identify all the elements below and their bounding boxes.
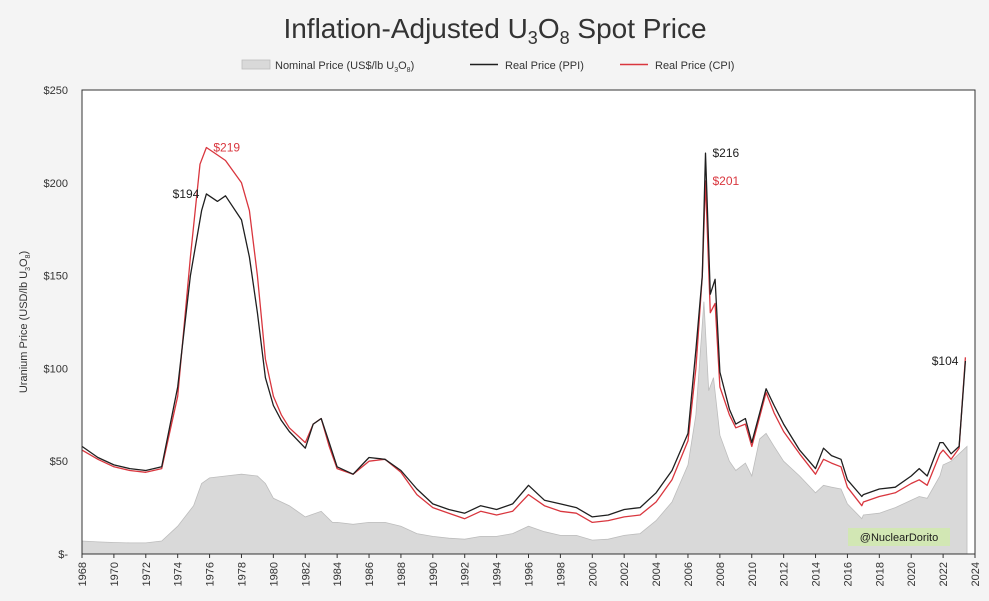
series-cpi-line: [81, 146, 967, 524]
x-tick-label: 2020: [906, 562, 918, 586]
legend-label-ppi: Real Price (PPI): [505, 60, 584, 72]
legend-item-nominal[interactable]: Nominal Price (US$/lb U3O8): [241, 59, 414, 74]
x-tick-label: 2022: [938, 562, 950, 586]
annotation-ppi-label: $104: [932, 354, 959, 368]
x-tick-label: 2010: [747, 562, 759, 586]
x-tick-label: 2006: [683, 562, 695, 586]
x-tick-label: 1996: [524, 562, 536, 586]
y-tick-label: $150: [44, 271, 68, 283]
y-tick-label: $250: [44, 85, 68, 97]
x-tick-label: 1980: [268, 562, 280, 586]
watermark-text: @NuclearDorito: [860, 532, 938, 544]
y-axis-label: Uranium Price (USD/lb U3O8): [18, 251, 32, 393]
x-tick-label: 1978: [236, 562, 248, 586]
plot-border: [81, 89, 976, 555]
x-tick-label: 2008: [715, 562, 727, 586]
x-tick-label: 1982: [300, 562, 312, 586]
series-nominal-area: [81, 301, 968, 555]
x-tick-label: 1970: [109, 562, 121, 586]
y-tick-label: $50: [50, 456, 68, 468]
watermark: @NuclearDorito: [848, 528, 950, 546]
annotation-ppi-label: $216: [713, 146, 740, 160]
x-tick-label: 1988: [396, 562, 408, 586]
y-tick-label: $200: [44, 178, 68, 190]
watermark-bg: [848, 528, 950, 546]
x-tick-label: 1972: [141, 562, 153, 586]
legend-label-cpi: Real Price (CPI): [655, 60, 734, 72]
x-tick-label: 2016: [842, 562, 854, 586]
legend-label-nominal: Nominal Price (US$/lb U3O8): [275, 60, 414, 74]
legend: Nominal Price (US$/lb U3O8) Real Price (…: [241, 59, 734, 74]
x-tick-label: 2000: [587, 562, 599, 586]
series-layer: [81, 146, 968, 555]
legend-item-ppi[interactable]: Real Price (PPI): [470, 60, 584, 72]
legend-item-cpi[interactable]: Real Price (CPI): [620, 60, 734, 72]
annotation-cpi-label: $201: [713, 174, 740, 188]
x-tick-label: 2002: [619, 562, 631, 586]
y-tick-label: $-: [58, 549, 68, 561]
series-ppi-line: [81, 152, 967, 518]
x-tick-label: 1974: [173, 562, 185, 586]
legend-swatch-nominal: [241, 59, 271, 70]
x-tick-label: 1994: [492, 562, 504, 586]
x-tick-label: 2004: [651, 562, 663, 586]
x-tick-label: 1986: [364, 562, 376, 586]
y-tick-label: $100: [44, 363, 68, 375]
x-tick-label: 1984: [332, 562, 344, 586]
annotation-cpi-label: $219: [213, 141, 240, 155]
annotations: $219 $194 $216 $201 $104: [173, 141, 959, 368]
x-tick-label: 1990: [428, 562, 440, 586]
x-tick-label: 2024: [970, 562, 982, 586]
x-tick-label: 1968: [77, 562, 89, 586]
x-tick-label: 2018: [874, 562, 886, 586]
chart-title: Inflation-Adjusted U3O8 Spot Price: [283, 13, 706, 48]
x-tick-label: 1998: [555, 562, 567, 586]
x-tick-label: 1992: [460, 562, 472, 586]
x-axis-ticks: 1968 1970 1972 1974 1976 1978 1980 1982 1984 1986…: [77, 554, 982, 586]
y-axis-ticks: $- $50 $100 $150 $200 $250: [44, 85, 69, 561]
x-tick-label: 2014: [811, 562, 823, 586]
x-tick-label: 1976: [205, 562, 217, 586]
annotation-ppi-label: $194: [173, 187, 200, 201]
x-tick-label: 2012: [779, 562, 791, 586]
